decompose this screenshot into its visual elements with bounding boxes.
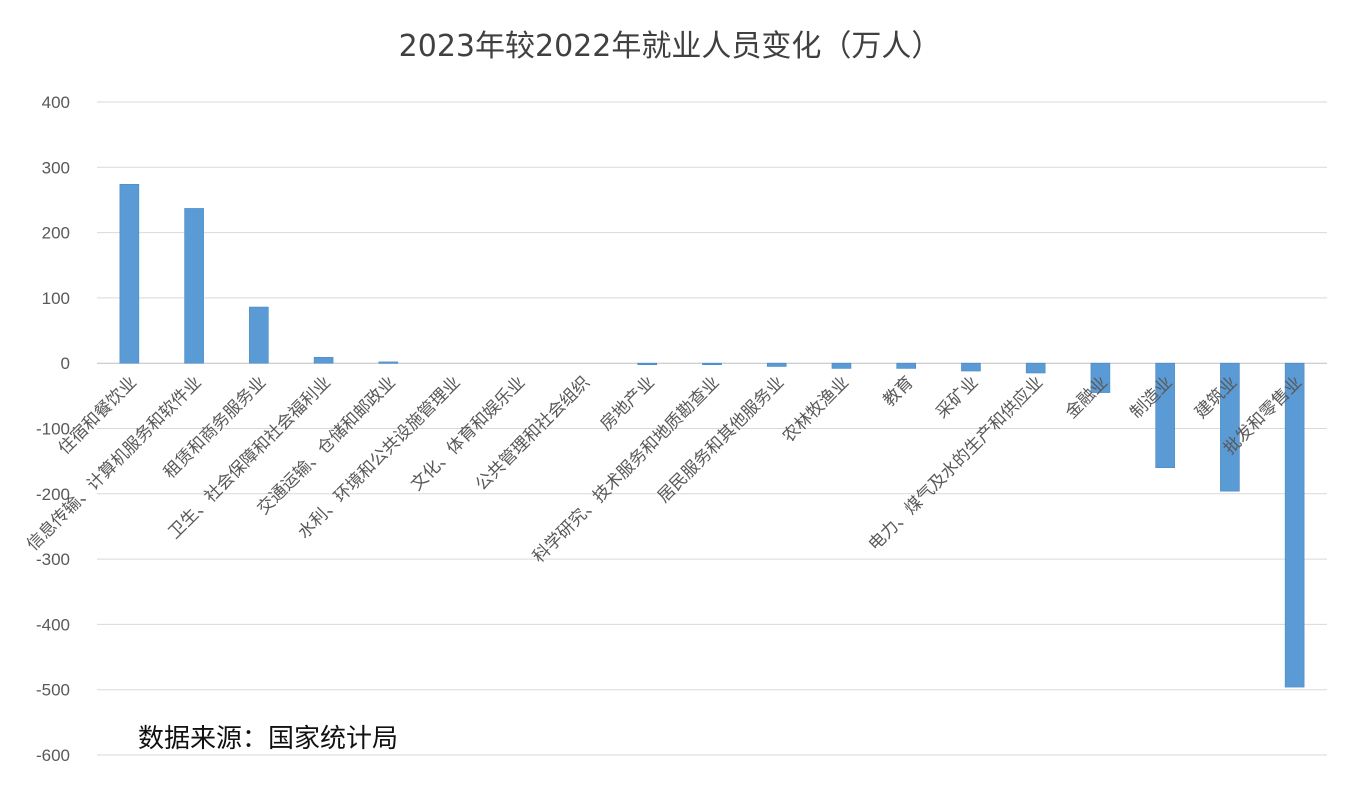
bar <box>766 362 787 367</box>
bar <box>637 362 658 366</box>
category-label: 房地产业 <box>597 373 659 435</box>
bar <box>313 357 334 364</box>
bars <box>119 183 1305 688</box>
bar <box>1220 362 1240 492</box>
y-tick-label: 100 <box>42 289 70 308</box>
bar <box>1090 362 1111 393</box>
bar <box>184 208 204 364</box>
category-labels: 住宿和餐饮业信息传输、计算机服务和软件业租赁和商务服务业卫生、社会保障和社会福利… <box>23 373 1306 567</box>
y-tick-label: -100 <box>36 420 70 439</box>
source-note: 数据来源：国家统计局 <box>138 724 398 754</box>
bar <box>1284 362 1305 688</box>
category-label: 农林牧渔业 <box>779 373 853 447</box>
y-tick-label: 300 <box>42 158 70 177</box>
y-tick-label: 0 <box>61 354 70 373</box>
bar <box>896 362 917 369</box>
category-label: 公共管理和社会组织 <box>472 373 594 495</box>
chart-title: 2023年较2022年就业人员变化（万人） <box>399 29 942 64</box>
y-tick-label: -600 <box>36 746 70 765</box>
y-tick-label: 200 <box>42 224 70 243</box>
y-axis-ticks: 400 300 200 100 0 -100 -200 -300 -400 -500 -600 <box>36 93 70 765</box>
bar <box>961 362 981 372</box>
category-label: 教育 <box>880 373 918 411</box>
bar <box>119 183 140 364</box>
y-tick-label: 400 <box>42 93 70 112</box>
bar <box>1025 362 1046 374</box>
bar <box>702 362 722 366</box>
y-tick-label: -500 <box>36 681 70 700</box>
bar <box>831 362 852 369</box>
category-label: 采矿业 <box>932 373 982 423</box>
y-tick-label: -200 <box>36 485 70 504</box>
category-label: 文化、体育和娱乐业 <box>407 373 529 495</box>
category-label: 居民服务和其他服务业 <box>654 373 788 507</box>
bar <box>378 361 399 364</box>
y-tick-label: -400 <box>36 615 70 634</box>
y-tick-label: -300 <box>36 550 70 569</box>
bar <box>249 306 269 364</box>
bar <box>1155 362 1175 468</box>
category-label: 金融业 <box>1062 373 1112 423</box>
